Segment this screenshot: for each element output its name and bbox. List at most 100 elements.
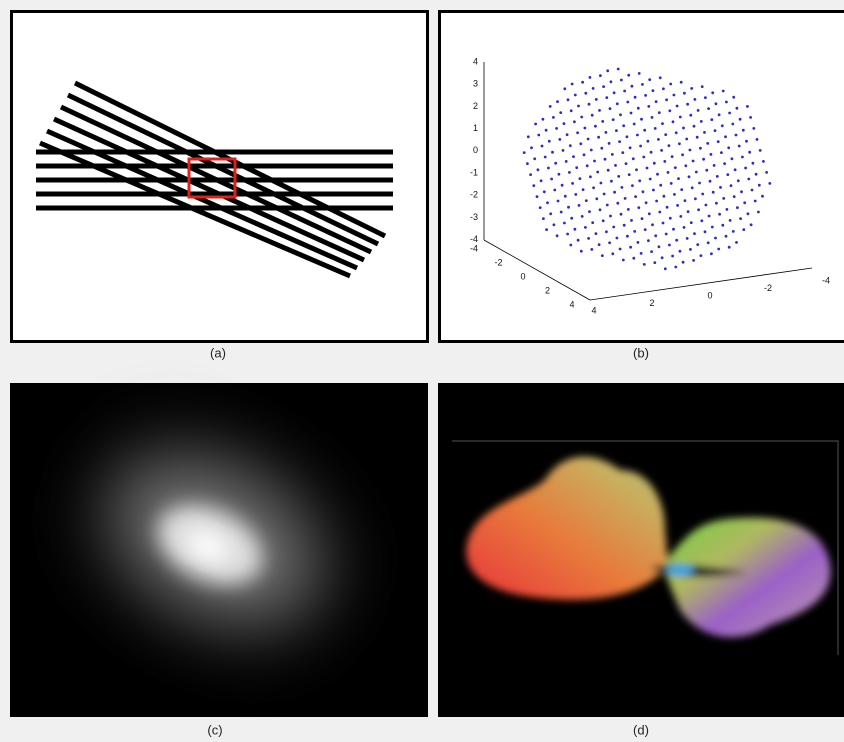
point [707,107,710,110]
point [596,171,599,174]
point [569,144,572,147]
point [661,122,664,125]
point [622,124,625,127]
point [536,195,539,198]
point [659,76,662,79]
figure: (a) 43210-1-2-3-4-4-2024420-2-4 (b) (c) … [0,0,844,742]
point [690,87,693,90]
point [732,96,735,99]
point [563,122,566,125]
point [726,208,729,211]
point [617,175,620,178]
point [745,140,748,143]
point [652,89,655,92]
point [585,199,588,202]
point [570,217,573,220]
point [689,114,692,117]
point [734,168,737,171]
point [665,233,668,236]
point [574,193,577,196]
point [586,164,589,167]
point [590,248,593,251]
point [693,125,696,128]
point [553,189,556,192]
point [624,197,627,200]
point [650,250,653,253]
point [684,164,687,167]
point [676,105,679,108]
point [696,136,699,139]
point [609,107,612,110]
point [669,217,672,220]
point [541,145,544,148]
point [694,197,697,200]
point [722,90,725,93]
point [662,222,665,225]
point [658,111,661,114]
point [677,177,680,180]
point [580,116,583,119]
point [655,200,658,203]
point [613,91,616,94]
point [630,112,633,115]
point [708,215,711,218]
point [685,138,688,141]
point [637,206,640,209]
point [606,204,609,207]
point [587,138,590,141]
point [698,182,701,185]
point [720,151,723,154]
point [699,147,702,150]
point [704,96,707,99]
point [590,149,593,152]
point [731,157,734,160]
point [715,202,718,205]
point [602,219,605,222]
tick-label: -2 [494,257,502,267]
point [607,169,610,172]
point [692,160,695,163]
point [711,226,714,229]
point [690,221,693,224]
point [710,252,713,255]
point [671,255,674,258]
point [581,215,584,218]
point [641,83,644,86]
point [592,186,595,189]
point [574,228,577,231]
point [589,175,592,178]
point [571,182,574,185]
point [542,217,545,220]
point [728,246,731,249]
point [613,191,616,194]
point [575,166,578,169]
point [701,85,704,88]
tick-label: 4 [591,305,596,315]
point [567,206,570,209]
point [696,243,699,246]
point [646,167,649,170]
tick-label: 0 [707,290,712,300]
point [663,195,666,198]
point [584,92,587,95]
point [733,195,736,198]
point [709,180,712,183]
point [686,237,689,240]
point [697,208,700,211]
caption: (c) [207,722,222,737]
point [704,230,707,233]
point [642,156,645,159]
point [655,100,658,103]
point [731,123,734,126]
point [651,223,654,226]
point [555,127,558,130]
point [691,186,694,189]
point [602,85,605,88]
point [651,116,654,119]
tick-label: 2 [649,298,654,308]
point [597,136,600,139]
point [579,142,582,145]
point [672,120,675,123]
point [668,144,671,147]
point [718,113,721,116]
